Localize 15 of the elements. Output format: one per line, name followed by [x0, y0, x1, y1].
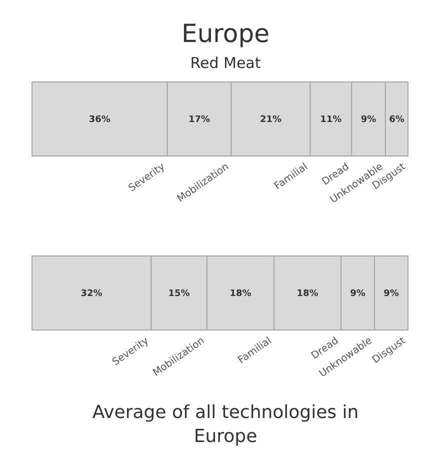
chart-subtitle: Red Meat [190, 54, 261, 72]
data-label: 9% [350, 289, 366, 300]
data-label: 18% [296, 289, 318, 300]
data-label: 21% [260, 115, 282, 126]
data-label: 18% [230, 289, 252, 300]
data-label: 15% [168, 289, 190, 300]
data-label: 11% [320, 115, 342, 126]
data-label: 6% [389, 115, 404, 126]
data-label: 32% [80, 289, 102, 300]
text: Average of all technologies in Europe [92, 402, 359, 447]
data-label: 36% [88, 115, 110, 126]
data-label: 9% [384, 289, 399, 300]
chart-title: Europe [182, 19, 270, 48]
data-label: 9% [360, 115, 376, 126]
data-label: 17% [188, 115, 210, 126]
